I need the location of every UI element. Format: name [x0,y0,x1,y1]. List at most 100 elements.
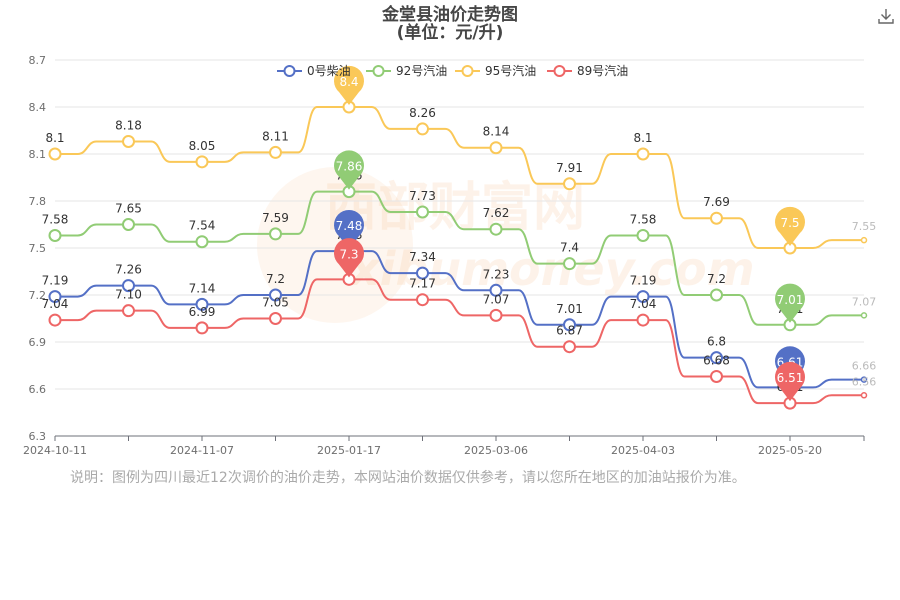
series-line [55,278,864,405]
legend-marker [553,65,566,77]
data-point [48,313,62,327]
data-point [489,141,503,155]
x-tick-label: 2025-04-03 [611,444,675,457]
data-point [563,177,576,191]
latest-point [860,312,868,319]
data-label: 8.05 [189,139,216,153]
data-label: 7.01 [556,302,583,316]
x-tick-label: 2025-05-20 [758,444,822,457]
data-label: 7.26 [115,263,142,277]
data-label: 7.62 [483,206,510,220]
data-point [269,312,282,325]
data-point [710,211,723,225]
legend-item[interactable]: 89号汽油 [547,63,628,78]
grid [55,59,864,390]
legend-label: 95号汽油 [485,63,536,78]
y-tick-label: 7.2 [29,289,47,302]
data-label: 7.58 [42,212,69,226]
data-point [416,293,429,307]
series-line [55,190,864,326]
data-label: 8.1 [45,131,64,145]
data-point [195,297,209,311]
pin-label: 6.51 [777,371,804,385]
data-point [489,222,503,236]
data-label: 7.4 [560,241,579,255]
data-point [122,218,135,231]
pin-marker [775,283,806,323]
data-point [636,313,650,327]
data-label: 7.34 [409,250,436,264]
latest-label: 7.07 [852,295,877,308]
legend-item[interactable]: 95号汽油 [455,63,536,78]
x-tick-label: 2024-10-11 [23,444,87,457]
data-label: 7.19 [630,274,657,288]
data-label: 7.65 [115,202,142,216]
series [48,100,868,410]
data-label: 7.91 [556,161,583,175]
legend-label: 92号汽油 [396,63,447,78]
latest-point [860,392,868,399]
pin-marker [333,150,364,190]
data-point [269,288,282,302]
latest-label: 6.66 [852,360,877,373]
pin-marker [333,238,364,278]
y-tick-label: 6.3 [29,430,47,443]
data-label: 7.04 [42,297,69,311]
data-point [489,308,503,322]
pin-label: 7.5 [780,216,799,230]
data-label: 7.05 [262,296,289,310]
y-tick-label: 8.7 [29,54,47,67]
download-icon[interactable] [876,6,896,26]
watermark: 西部财富网 xibumoney.com [257,167,755,323]
data-point [636,228,650,242]
pin-label: 7.01 [777,293,804,307]
data-point [489,283,503,297]
data-label: 8.26 [409,106,436,120]
y-tick-label: 6.9 [29,336,47,349]
data-point [636,290,650,304]
pin-label: 7.86 [336,160,363,174]
data-point [48,228,62,242]
y-tick-label: 8.1 [29,148,47,161]
data-point [710,288,723,302]
legend-marker [372,65,385,77]
data-label: 7.54 [189,219,216,233]
watermark-text-en: xibumoney.com [348,242,755,296]
latest-label: 6.56 [852,375,877,388]
data-label: 6.99 [189,305,216,319]
data-point [48,147,62,161]
data-label: 7.10 [115,288,142,302]
legend-label: 89号汽油 [577,63,628,78]
pin-label: 7.3 [339,247,358,261]
data-point [269,145,282,159]
legend-item[interactable]: 0号柴油 [277,64,351,78]
series-line [55,106,864,249]
data-point [122,279,135,293]
x-tick-label: 2024-11-07 [170,444,234,457]
pin-label: 7.48 [336,219,363,233]
x-tick-label: 2025-03-06 [464,444,528,457]
data-label: 8.14 [483,125,510,139]
series-line [55,250,864,389]
data-label: 7.19 [42,274,69,288]
data-label: 6.8 [707,335,726,349]
legend-item[interactable]: 92号汽油 [366,63,447,78]
pin-label: 8.4 [339,75,358,89]
data-point [636,147,650,161]
watermark-text-cn: 西部财富网 [325,178,585,238]
pin-marker [333,209,364,250]
data-label: 7.07 [483,292,510,306]
chart-note: 说明：图例为四川最近12次调价的油价走势，本网站油价数据仅供参考，请以您所在地区… [70,470,746,486]
legend[interactable]: 0号柴油 92号汽油 95号汽油 89号汽油 [277,63,628,78]
data-label: 7.17 [409,277,436,291]
y-tick-label: 8.4 [29,101,47,114]
data-point [122,304,135,318]
y-tick-label: 7.8 [29,195,47,208]
data-point [269,227,282,241]
data-label: 7.23 [483,267,510,281]
data-label: 7.73 [409,189,436,203]
data-point [710,351,723,365]
chart-title: 金堂县油价走势图 [381,4,518,25]
data-point [195,321,209,335]
